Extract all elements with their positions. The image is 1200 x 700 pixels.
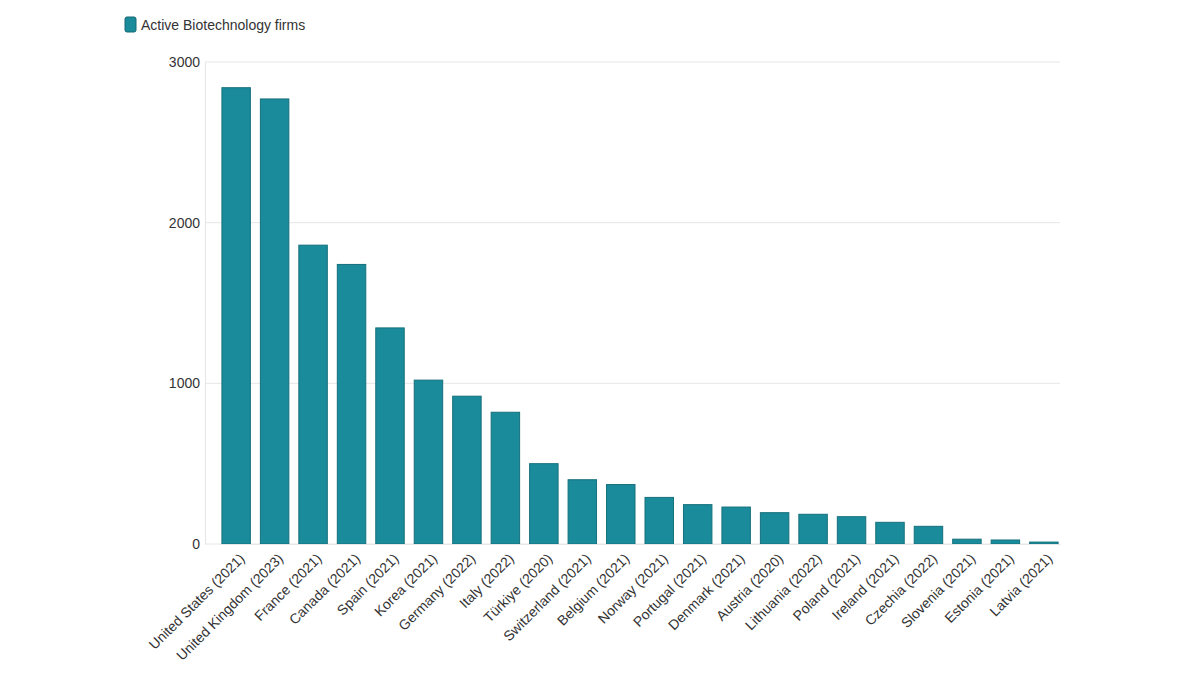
- bar: [222, 88, 250, 544]
- x-tick-label: France (2021): [251, 550, 324, 623]
- bar: [260, 99, 288, 544]
- x-axis-line: [221, 544, 1061, 545]
- bar: [1030, 542, 1058, 544]
- bar: [491, 412, 519, 544]
- bar: [914, 526, 942, 544]
- y-tick-label: 2000: [169, 215, 200, 231]
- legend-label: Active Biotechnology firms: [141, 17, 305, 33]
- bar: [837, 517, 865, 544]
- y-tick-label: 1000: [169, 375, 200, 391]
- y-tick-label: 0: [192, 536, 200, 552]
- bar: [876, 522, 904, 544]
- y-tick: 2000: [169, 215, 205, 231]
- chart: 0 1000 2000 3000 United States (2021)United …: [0, 0, 1200, 700]
- grid-line: [205, 383, 1060, 384]
- x-axis: United States (2021)United Kingdom (2023…: [146, 544, 1061, 663]
- bar: [453, 396, 481, 544]
- x-tick: Estonia (2021): [941, 544, 1017, 626]
- bar: [337, 264, 365, 544]
- x-tick: Poland (2021): [790, 544, 864, 624]
- x-tick: Latvia (2021): [986, 544, 1055, 619]
- x-tick: Belgium (2021): [554, 544, 632, 629]
- y-tick-label: 3000: [169, 54, 200, 70]
- x-tick-label: Austria (2020): [713, 550, 786, 623]
- bar: [376, 328, 404, 544]
- legend-swatch: [125, 17, 136, 32]
- bar: [530, 464, 558, 544]
- grid: [205, 62, 1060, 544]
- x-tick: Türkiye (2020): [480, 544, 555, 625]
- x-tick-label: Ireland (2021): [829, 550, 902, 623]
- grid-line: [205, 222, 1060, 223]
- bar: [953, 539, 981, 544]
- bar: [760, 513, 788, 544]
- bars: [222, 88, 1058, 544]
- bar: [414, 380, 442, 544]
- y-axis: 0 1000 2000 3000: [169, 54, 206, 552]
- y-tick: 0: [192, 536, 205, 552]
- x-tick-label: Latvia (2021): [986, 550, 1055, 619]
- bar: [722, 507, 750, 544]
- x-tick: Austria (2020): [713, 544, 786, 624]
- bar: [299, 245, 327, 544]
- x-tick: Slovenia (2021): [898, 544, 979, 631]
- bar: [683, 505, 711, 544]
- x-tick: Ireland (2021): [829, 544, 902, 623]
- y-tick: 3000: [169, 54, 205, 70]
- legend: Active Biotechnology firms: [125, 17, 305, 33]
- legend-item: Active Biotechnology firms: [125, 17, 305, 33]
- x-tick-label: Poland (2021): [790, 550, 864, 624]
- y-tick: 1000: [169, 375, 205, 391]
- grid-line: [205, 62, 1060, 63]
- x-tick: Canada (2021): [286, 544, 363, 628]
- bar: [645, 497, 673, 544]
- bar: [799, 514, 827, 544]
- bar: [991, 540, 1019, 544]
- bar: [568, 480, 596, 544]
- y-axis-line: [205, 63, 206, 545]
- bar: [607, 485, 635, 544]
- x-tick: France (2021): [251, 544, 324, 624]
